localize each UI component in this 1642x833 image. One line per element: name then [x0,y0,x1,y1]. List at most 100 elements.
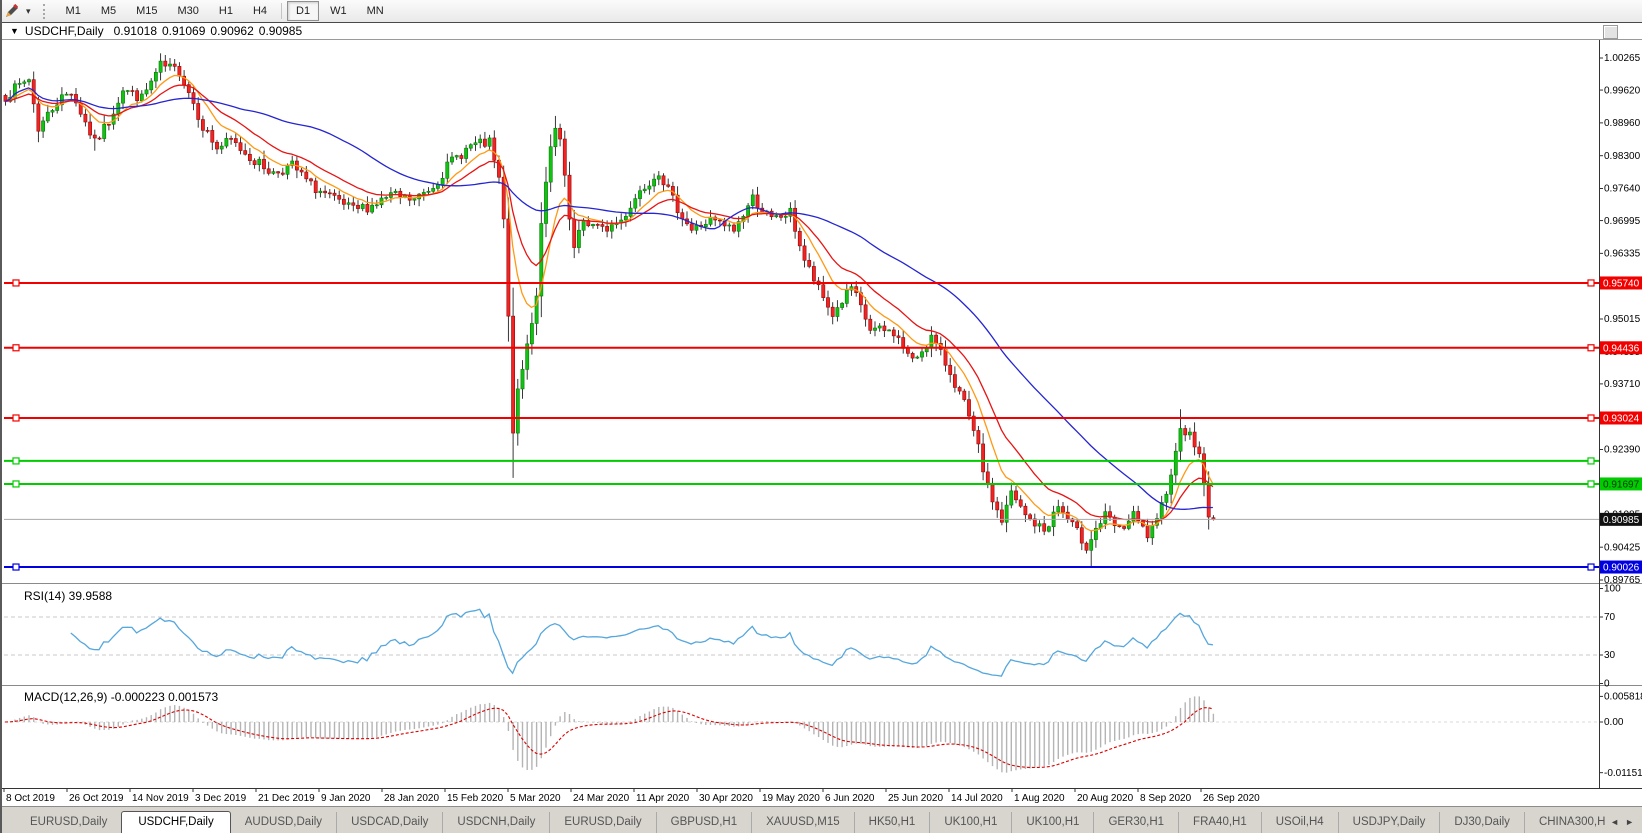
line-anchor-handle[interactable] [12,457,20,465]
timeframe-button-d1[interactable]: D1 [287,1,320,21]
candle [243,150,248,155]
line-anchor-handle[interactable] [1587,344,1595,352]
symbol-tab-uk100-h1[interactable]: UK100,H1 [1011,812,1093,833]
candle [628,207,633,217]
candle [548,146,553,183]
timeframe-button-w1[interactable]: W1 [330,5,347,17]
timeframe-button-m1[interactable]: M1 [65,5,81,17]
candle [1089,539,1094,551]
candle [572,218,577,248]
candle [92,134,97,139]
symbol-tab-ger30-h1[interactable]: GER30,H1 [1093,812,1178,833]
candle [863,304,868,320]
toolbar-grip[interactable] [42,3,50,19]
candles-layer[interactable] [3,53,1216,567]
candle [957,387,962,392]
date-tick-label: 24 Mar 2020 [573,793,630,804]
quote-close: 0.90985 [258,24,303,38]
candle [948,364,953,375]
candle [17,83,22,85]
symbol-tab-usdcnh-daily[interactable]: USDCNH,Daily [442,812,549,833]
symbol-tab-fra40-h1[interactable]: FRA40,H1 [1178,812,1261,833]
timeframe-button-m15[interactable]: M15 [136,5,158,17]
candle [1173,450,1178,476]
rsi-line [70,608,1213,677]
candle [64,93,69,96]
timeframe-button-m5[interactable]: M5 [100,5,117,17]
candle [22,81,27,84]
candle [774,215,779,218]
date-tick-label: 26 Oct 2019 [69,793,124,804]
drawing-tool-icon[interactable] [2,3,20,19]
candle [55,104,60,111]
symbol-tab-eurusd-daily[interactable]: EURUSD,Daily [549,812,655,833]
candle [196,103,201,120]
line-anchor-handle[interactable] [1587,480,1595,488]
candle [50,110,55,113]
candle [609,224,614,232]
candle [135,90,140,101]
candle [887,329,892,332]
symbol-tab-xauusd-m15[interactable]: XAUUSD,M15 [751,812,854,833]
dropdown-caret-icon[interactable]: ▾ [26,5,31,16]
symbol-tab-hk50-h1[interactable]: HK50,H1 [853,812,930,833]
symbol-tab-usdcad-daily[interactable]: USDCAD,Daily [336,812,442,833]
price-tick-label: 1.00265 [1604,53,1641,64]
candle [896,335,901,338]
candle [755,194,760,209]
symbol-tab-audusd-daily[interactable]: AUDUSD,Daily [244,816,323,828]
candle [1136,511,1141,522]
candle [558,127,563,140]
moving-average-line[interactable] [4,87,1213,510]
line-anchor-handle[interactable] [12,414,20,422]
candle [323,190,328,194]
line-anchor-handle[interactable] [12,344,20,352]
drawing-tool-glyph [5,3,18,17]
candle [356,204,360,209]
symbol-tab-china300-h1[interactable]: CHINA300,H1 [1523,812,1606,833]
window-button[interactable] [1603,25,1618,39]
symbol-tab-dj30-daily[interactable]: DJ30,Daily [1439,812,1524,833]
macd-label: MACD(12,26,9) -0.000223 0.001573 [24,690,218,704]
line-anchor-handle[interactable] [1587,457,1595,465]
symbol-tab-usdchf-daily[interactable]: USDCHF,Daily [121,811,231,833]
timeframe-button-mn[interactable]: MN [366,5,384,17]
tab-scroll-right-icon[interactable]: ► [1625,817,1634,827]
moving-averages-layer [4,74,1214,532]
moving-average-line[interactable] [4,84,1214,523]
line-anchor-handle[interactable] [12,563,20,571]
candle [1188,431,1192,436]
timeframe-button-m30[interactable]: M30 [177,5,199,17]
line-anchor-handle[interactable] [1587,563,1595,571]
tab-scroll-left-icon[interactable]: ◄ [1610,817,1620,827]
date-tick-label: 30 Apr 2020 [699,793,753,804]
candle [544,181,548,224]
candle [74,94,78,104]
candle [186,84,191,93]
timeframe-button-h1[interactable]: H1 [218,5,233,17]
symbol-tab-gbpusd-h1[interactable]: GBPUSD,H1 [655,812,751,833]
candle [638,190,642,199]
line-anchor-handle[interactable] [1587,279,1595,287]
candle [1032,518,1037,527]
date-tick-label: 6 Jun 2020 [825,793,875,804]
line-anchor-handle[interactable] [1587,414,1595,422]
symbol-tab-uk100-h1[interactable]: UK100,H1 [929,812,1011,833]
candle [1028,514,1033,520]
candle [1131,511,1136,522]
line-anchor-handle[interactable] [12,279,20,287]
quote-low: 0.90962 [210,24,254,38]
timeframe-button-h4[interactable]: H4 [252,5,268,17]
symbol-tab-eurusd-daily[interactable]: EURUSD,Daily [30,816,108,828]
candle [943,349,948,366]
candle [567,174,572,220]
candle [464,147,469,159]
symbol-tab-usoil-h4[interactable]: USOil,H4 [1260,812,1338,833]
line-anchor-handle[interactable] [12,480,20,488]
collapse-icon[interactable]: ▼ [10,26,19,36]
symbol-tab-usdjpy-daily[interactable]: USDJPY,Daily [1337,812,1440,833]
candle [468,144,473,149]
candle [826,297,830,308]
candle [581,220,586,231]
